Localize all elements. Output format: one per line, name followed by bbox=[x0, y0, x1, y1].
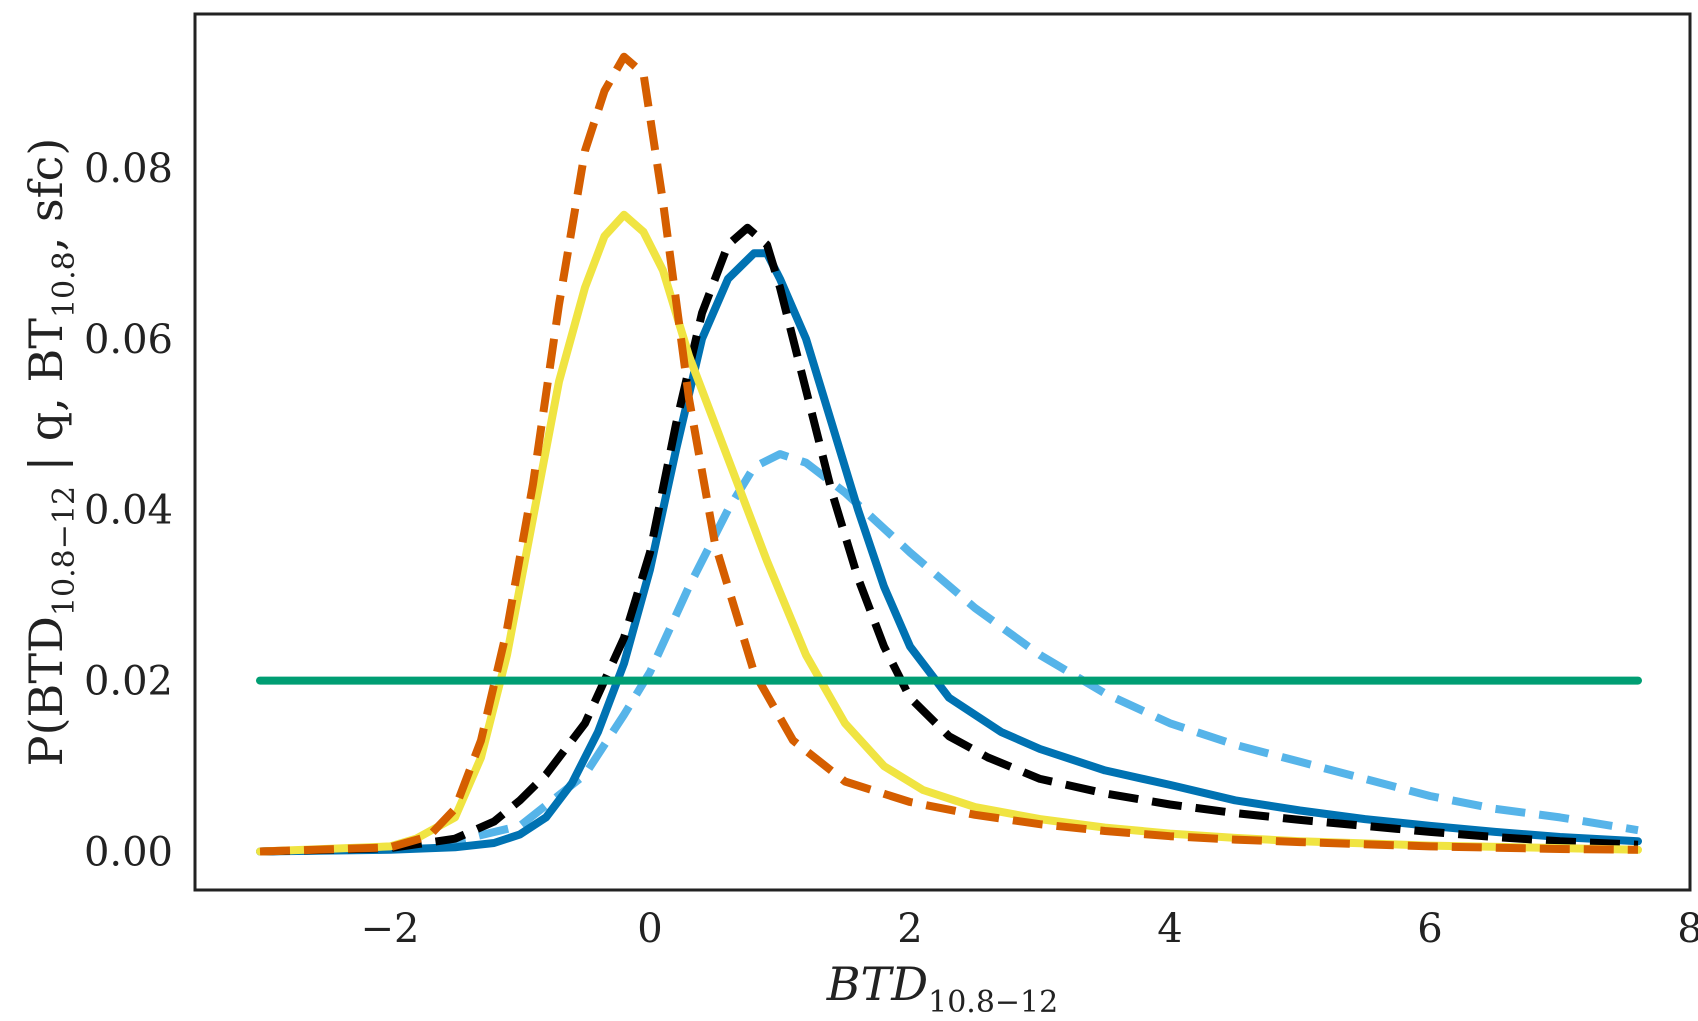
series-line-5 bbox=[259, 52, 1639, 856]
y-tick-label: 0.08 bbox=[84, 146, 173, 192]
series-layer bbox=[256, 52, 1642, 856]
x-tick-label: 6 bbox=[1417, 906, 1442, 952]
y-tick-label: 0.02 bbox=[84, 659, 173, 705]
series-line-1 bbox=[259, 450, 1639, 856]
series-line-2 bbox=[256, 249, 1642, 856]
series-line-3 bbox=[259, 223, 1639, 856]
series-line-4 bbox=[256, 210, 1642, 856]
y-tick-label: 0.00 bbox=[84, 830, 173, 876]
x-tick-label: 2 bbox=[897, 906, 922, 952]
plot-frame bbox=[193, 12, 1692, 892]
y-axis-label: P(BTD10.8−12 | q, BT10.8, sfc) bbox=[19, 138, 82, 767]
y-tick-label: 0.06 bbox=[84, 317, 173, 363]
x-tick-label: 0 bbox=[637, 906, 662, 952]
x-tick-label: −2 bbox=[361, 906, 420, 952]
x-tick-label: 8 bbox=[1677, 906, 1698, 952]
x-axis-ticks: −2 0 2 4 6 8 bbox=[361, 906, 1698, 952]
x-tick-label: 4 bbox=[1157, 906, 1182, 952]
y-tick-label: 0.04 bbox=[84, 488, 173, 534]
x-axis-label: BTD10.8−12 bbox=[826, 957, 1058, 1016]
y-axis-ticks: 0.00 0.02 0.04 0.06 0.08 bbox=[84, 146, 173, 876]
